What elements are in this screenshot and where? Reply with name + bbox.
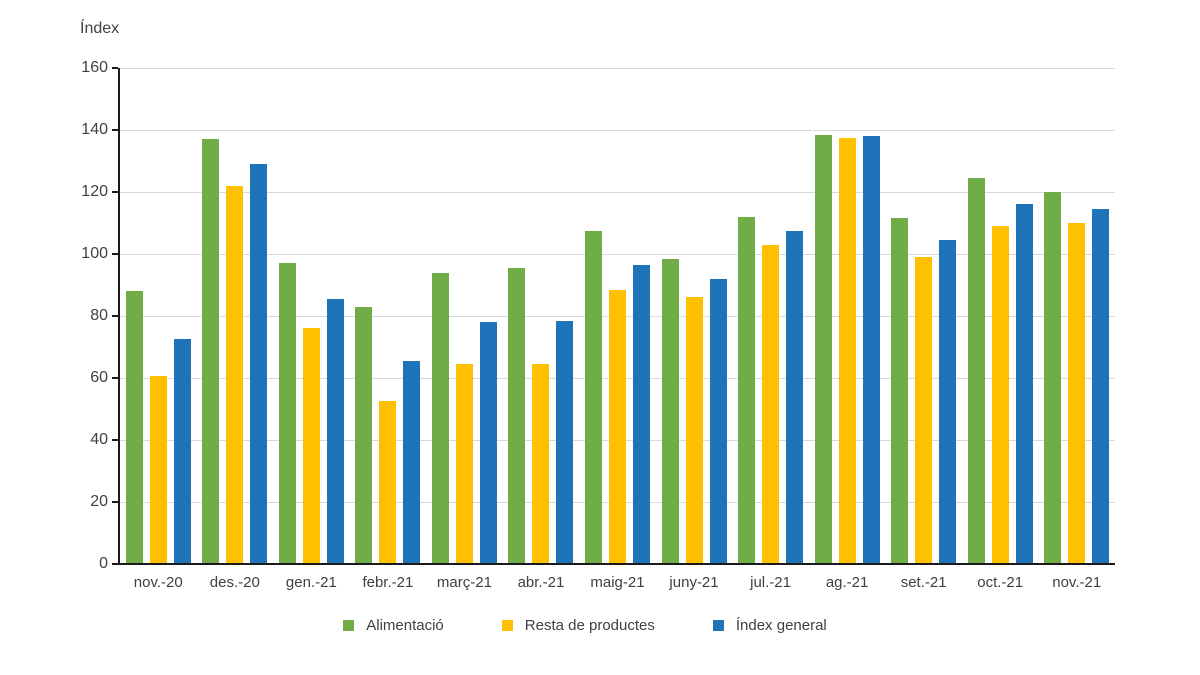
bar-resta-de-productes-febr.-21 xyxy=(379,401,397,564)
bar-alimentació-juny-21 xyxy=(661,258,679,564)
x-tick-label: juny-21 xyxy=(669,574,719,591)
bar-resta-de-productes-nov.-21 xyxy=(1068,223,1086,564)
x-tick-label: maig-21 xyxy=(590,574,645,591)
gridline-100 xyxy=(120,254,1115,255)
bar-resta-de-productes-ag.-21 xyxy=(838,137,856,564)
y-tick-label: 120 xyxy=(81,183,108,200)
y-tick-mark xyxy=(112,563,118,565)
bar-alimentació-set.-21 xyxy=(891,218,909,564)
bar-índex-general-jul.-21 xyxy=(786,230,804,564)
gridline-120 xyxy=(120,192,1115,193)
x-tick-label: ag.-21 xyxy=(825,574,869,591)
bar-resta-de-productes-nov.-20 xyxy=(149,376,167,564)
plot-area xyxy=(120,68,1115,564)
bar-índex-general-nov.-21 xyxy=(1092,209,1110,564)
x-tick-label: set.-21 xyxy=(900,574,947,591)
legend-swatch-icon xyxy=(343,620,355,631)
bar-resta-de-productes-jul.-21 xyxy=(762,244,780,564)
bar-índex-general-des.-20 xyxy=(250,164,268,564)
y-tick-mark xyxy=(112,315,118,317)
y-tick-mark xyxy=(112,191,118,193)
bar-alimentació-maig-21 xyxy=(585,230,602,564)
y-tick-mark xyxy=(112,439,118,441)
bar-índex-general-set.-21 xyxy=(939,240,957,564)
gridline-140 xyxy=(120,130,1115,131)
bar-alimentació-jul.-21 xyxy=(738,216,756,564)
y-tick-mark xyxy=(112,67,118,69)
x-tick-label: gen.-21 xyxy=(285,574,337,591)
x-tick-label: febr.-21 xyxy=(362,574,414,591)
bar-alimentació-ag.-21 xyxy=(814,134,832,564)
y-tick-label: 140 xyxy=(81,121,108,138)
y-tick-mark xyxy=(112,129,118,131)
bar-índex-general-ag.-21 xyxy=(862,136,880,564)
bar-resta-de-productes-maig-21 xyxy=(609,289,626,564)
bar-índex-general-nov.-20 xyxy=(173,339,191,564)
bar-resta-de-productes-març-21 xyxy=(455,364,473,564)
bar-alimentació-nov.-21 xyxy=(1044,192,1062,564)
bar-resta-de-productes-juny-21 xyxy=(685,297,703,564)
legend-label: Alimentació xyxy=(366,617,444,634)
y-tick-label: 60 xyxy=(90,369,108,386)
bar-índex-general-febr.-21 xyxy=(403,360,421,564)
x-tick-label: des.-20 xyxy=(209,574,260,591)
y-tick-mark xyxy=(112,501,118,503)
x-tick-label: març-21 xyxy=(436,574,492,591)
y-tick-label: 160 xyxy=(81,59,108,76)
bar-alimentació-abr.-21 xyxy=(508,267,526,564)
y-tick-label: 20 xyxy=(90,493,108,510)
bar-índex-general-gen.-21 xyxy=(326,298,344,564)
x-tick-label: abr.-21 xyxy=(517,574,565,591)
bar-índex-general-abr.-21 xyxy=(556,320,574,564)
legend-item-índex-general: Índex general xyxy=(712,617,827,634)
bar-índex-general-juny-21 xyxy=(709,278,727,564)
bar-índex-general-març-21 xyxy=(479,322,497,564)
bar-alimentació-des.-20 xyxy=(202,139,220,564)
bar-índex-general-maig-21 xyxy=(633,264,650,564)
legend-item-alimentació: Alimentació xyxy=(343,617,444,634)
y-axis-title: Índex xyxy=(80,20,120,37)
y-tick-label: 0 xyxy=(99,555,108,572)
legend: Alimentació Resta de productes Índex gener… xyxy=(0,617,1170,634)
bar-resta-de-productes-gen.-21 xyxy=(302,328,320,564)
bar-alimentació-gen.-21 xyxy=(278,263,296,564)
bar-alimentació-març-21 xyxy=(431,272,449,564)
bar-alimentació-nov.-20 xyxy=(125,291,143,564)
gridline-160 xyxy=(120,68,1115,69)
bar-alimentació-oct.-21 xyxy=(967,178,985,564)
bar-resta-de-productes-des.-20 xyxy=(226,185,244,564)
y-tick-label: 40 xyxy=(90,431,108,448)
x-tick-label: nov.-21 xyxy=(1052,574,1102,591)
legend-label: Resta de productes xyxy=(524,617,655,634)
bar-índex-general-oct.-21 xyxy=(1015,204,1033,564)
y-tick-mark xyxy=(112,377,118,379)
x-tick-label: jul.-21 xyxy=(750,574,791,591)
bar-resta-de-productes-oct.-21 xyxy=(991,226,1009,564)
legend-swatch-icon xyxy=(712,620,724,631)
y-tick-label: 100 xyxy=(81,245,108,262)
y-tick-label: 80 xyxy=(90,307,108,324)
y-tick-mark xyxy=(112,253,118,255)
legend-item-resta-de-productes: Resta de productes xyxy=(501,617,655,634)
x-tick-label: nov.-20 xyxy=(133,574,183,591)
x-tick-label: oct.-21 xyxy=(977,574,1024,591)
y-axis-line xyxy=(118,68,120,564)
legend-label: Índex general xyxy=(735,617,827,634)
x-axis-line xyxy=(118,563,1115,565)
bar-resta-de-productes-set.-21 xyxy=(915,257,933,564)
bar-alimentació-febr.-21 xyxy=(355,306,373,564)
bar-resta-de-productes-abr.-21 xyxy=(532,364,550,564)
legend-swatch-icon xyxy=(501,620,513,631)
